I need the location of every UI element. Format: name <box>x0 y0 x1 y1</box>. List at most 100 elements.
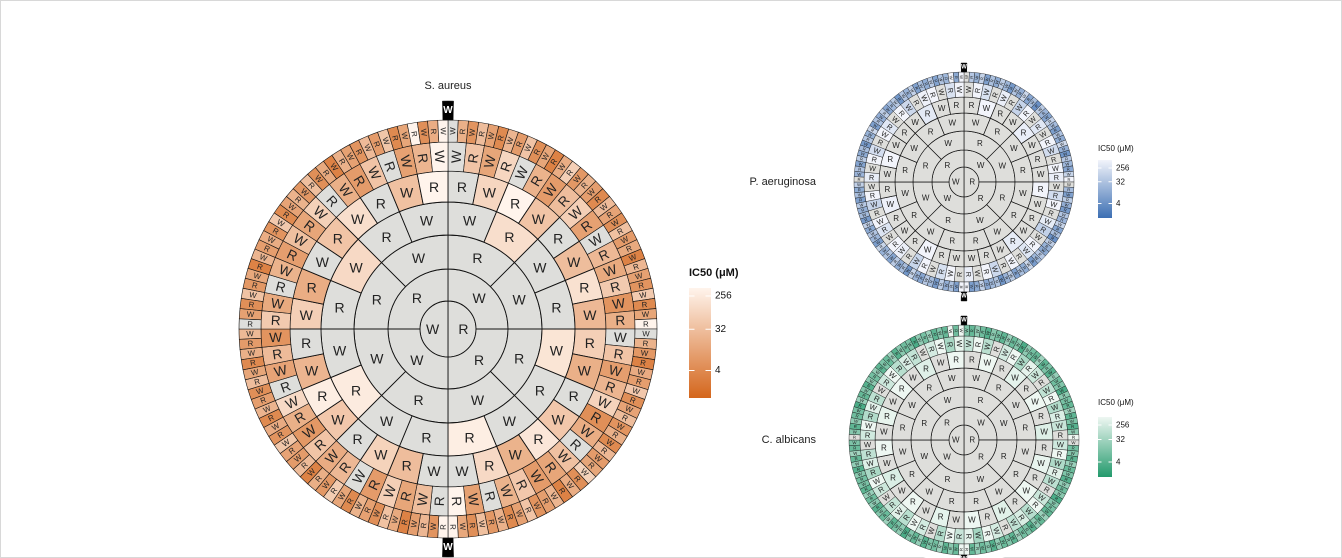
segment-letter: W <box>1013 88 1019 94</box>
segment-letter: R <box>1020 345 1026 350</box>
legend-title: IC50 (μM) <box>1098 144 1134 153</box>
segment-letter: R <box>267 413 276 424</box>
segment-letter: R <box>593 194 603 205</box>
segment-letter: W <box>410 352 424 368</box>
segment-letter: R <box>477 130 487 137</box>
segment-letter: W <box>333 343 347 359</box>
segment-letter: R <box>954 76 959 79</box>
segment-letter: W <box>615 421 626 433</box>
segment-letter: W <box>977 419 985 428</box>
segment-letter: R <box>923 162 929 171</box>
segment-letter: W <box>448 127 457 135</box>
segment-letter: W <box>1022 448 1030 457</box>
segment-letter: W <box>300 307 314 323</box>
segment-letter: W <box>884 231 895 242</box>
segment-letter: W <box>868 378 875 385</box>
segment-letter: W <box>1050 123 1056 129</box>
segment-letter: W <box>306 466 318 478</box>
segment-letter: W <box>959 75 964 79</box>
segment-letter: R <box>858 166 862 171</box>
legend-tick-label: 32 <box>1116 177 1125 186</box>
colorbar-legend: IC50 (μM) 256 32 4 <box>1098 144 1134 218</box>
legend-colorbar <box>1098 160 1112 218</box>
segment-letter: W <box>455 463 469 479</box>
segment-letter: W <box>982 341 993 351</box>
segment-letter: R <box>609 279 622 296</box>
segment-letter: R <box>928 128 934 137</box>
segment-letter: W <box>922 538 928 544</box>
segment-letter: W <box>862 212 867 218</box>
segment-letter: W <box>952 178 960 187</box>
segment-letter: R <box>351 382 361 398</box>
segment-letter: W <box>1010 535 1017 542</box>
segment-letter: W <box>995 487 1003 496</box>
segment-letter: W <box>995 332 1001 338</box>
segment-letter: R <box>1037 252 1043 258</box>
segment-letter: W <box>856 408 862 414</box>
segment-letter: R <box>926 345 936 354</box>
segment-letter: R <box>1032 473 1038 482</box>
segment-letter: W <box>409 519 419 528</box>
segment-letter: R <box>299 460 310 471</box>
segment-letter: R <box>984 282 990 286</box>
segment-letter: W <box>1031 398 1039 407</box>
segment-letter: W <box>889 354 896 361</box>
segment-letter: W <box>920 452 928 461</box>
segment-letter: R <box>969 436 975 445</box>
segment-letter: R <box>893 259 899 265</box>
legend-tick-label: 256 <box>1116 421 1130 430</box>
segment-letter: R <box>421 429 431 445</box>
segment-letter: W <box>602 262 619 281</box>
segment-letter: W <box>400 185 414 201</box>
segment-letter: W <box>639 290 648 300</box>
segment-letter: W <box>1003 83 1009 89</box>
segment-letter: W <box>870 231 876 237</box>
segment-letter: W <box>439 127 448 135</box>
segment-letter: W <box>853 429 858 434</box>
segment-letter: R <box>964 272 973 278</box>
segment-letter: R <box>486 518 496 526</box>
segment-letter: W <box>893 522 900 529</box>
segment-letter: R <box>901 265 907 270</box>
segment-letter: W <box>943 452 951 461</box>
segment-letter: R <box>472 250 482 266</box>
segment-letter: R <box>932 332 938 336</box>
segment-letter: W <box>1071 429 1076 434</box>
segment-letter: R <box>909 470 915 479</box>
segment-letter: W <box>503 413 517 429</box>
segment-letter: W <box>583 307 597 323</box>
segment-letter: R <box>922 335 928 340</box>
segment-letter: R <box>948 547 953 551</box>
segment-letter: W <box>875 239 881 245</box>
segment-letter: R <box>1008 352 1019 362</box>
segment-letter: W <box>611 295 626 312</box>
segment-letter: W <box>981 88 991 97</box>
segment-letter: W <box>984 77 990 82</box>
segment-letter: W <box>642 329 650 338</box>
segment-letter: W <box>903 102 914 113</box>
segment-letter: R <box>939 251 945 260</box>
segment-letter: R <box>1064 156 1068 162</box>
segment-letter: R <box>585 335 595 351</box>
segment-letter: W <box>867 132 873 138</box>
segment-letter: W <box>1056 491 1063 498</box>
segment-letter: W <box>371 508 382 519</box>
segment-letter: W <box>512 164 531 182</box>
segment-letter: R <box>514 350 524 366</box>
segment-letter: W <box>1000 347 1012 358</box>
segment-letter: R <box>898 527 904 532</box>
segment-letter: R <box>864 217 869 223</box>
segment-letter: W <box>944 194 952 203</box>
segment-letter: W <box>1065 471 1071 477</box>
ring-7-segment <box>958 324 965 337</box>
segment-letter: W <box>1061 212 1066 218</box>
segment-letter: R <box>909 353 920 363</box>
segment-letter: R <box>1030 500 1040 511</box>
legend-title: IC50 (μM) <box>1098 398 1134 407</box>
segment-letter: W <box>1013 102 1024 113</box>
segment-letter: W <box>990 543 996 549</box>
chart-title: S. aureus <box>424 80 472 92</box>
segment-letter: R <box>1067 177 1070 182</box>
